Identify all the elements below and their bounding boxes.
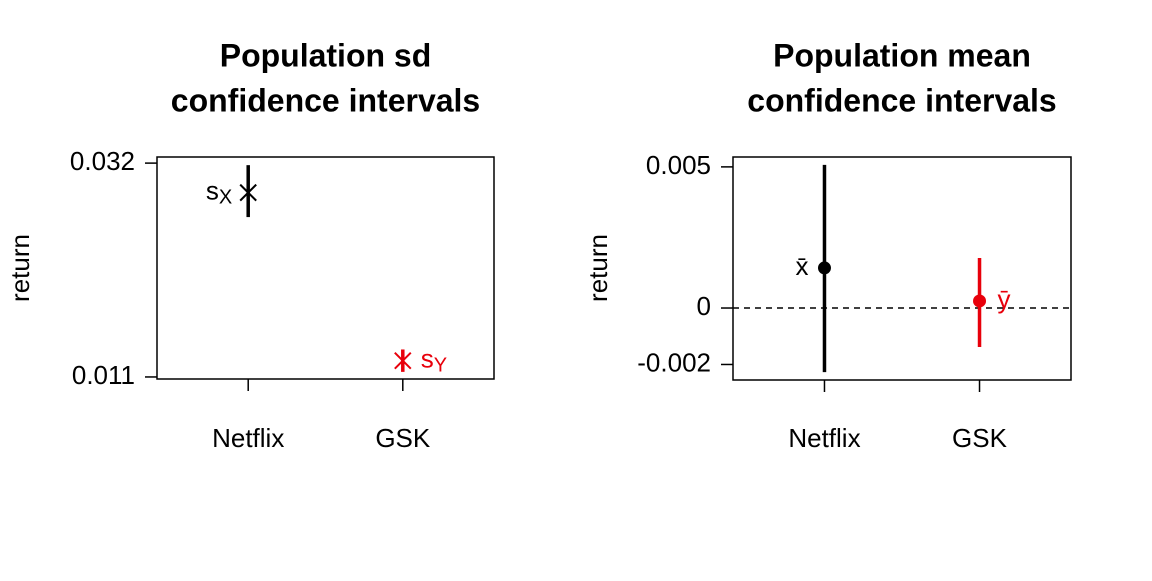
y-axis-label: return [583,234,613,302]
point-label-text: ȳ [998,284,1011,314]
plot-box [156,156,495,380]
x-tick-label: GSK [375,423,431,453]
y-tick-label: 0 [697,291,711,321]
y-tick-label: -0.002 [637,347,711,377]
point-label-text: s [421,344,434,374]
y-tick-label: 0.005 [646,150,711,180]
point-label: x̄ [795,251,808,281]
plot-box [732,156,1072,381]
point [394,351,412,370]
chart-title: Population mean [773,37,1031,73]
chart-title: Population sd [220,37,432,73]
point-label-subscript: Y [434,355,447,377]
point-label: ȳ [998,284,1011,314]
y-axis-label: return [5,234,35,302]
x-tick-label: GSK [952,423,1008,453]
x-tick-label: Netflix [212,423,284,453]
y-tick-label: 0.011 [72,360,135,390]
point-label-text: s [206,176,219,206]
y-tick-label: 0.032 [70,146,135,176]
point [817,261,831,275]
chart-title: confidence intervals [747,82,1056,118]
point [973,294,987,308]
x-tick-label: Netflix [788,423,860,453]
chart-title: confidence intervals [171,82,480,118]
point-label-subscript: X [219,187,232,209]
point-label: sX [206,176,232,209]
point-label: sY [421,344,447,377]
point [239,183,257,202]
point-label-text: x̄ [795,251,808,281]
